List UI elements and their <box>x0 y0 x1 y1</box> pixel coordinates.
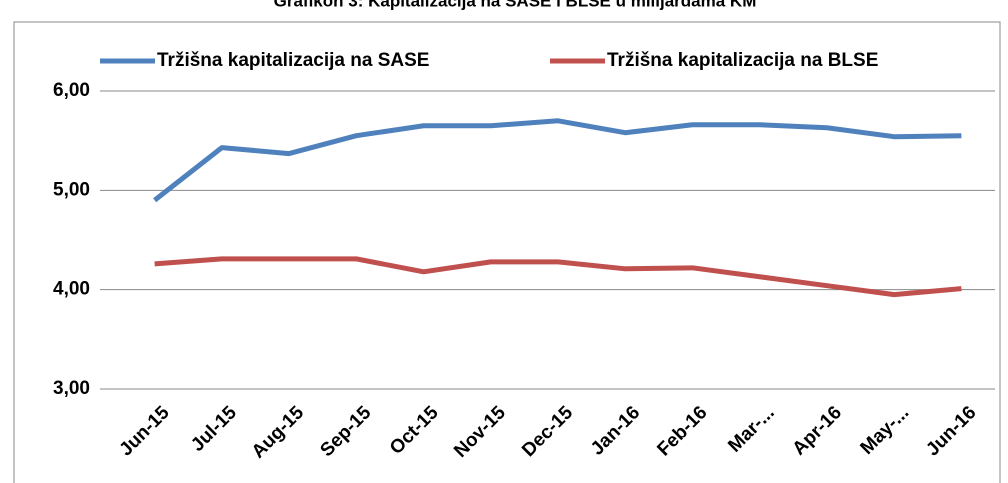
x-tick-label: Nov-15 <box>450 402 510 462</box>
y-tick-label: 3,00 <box>53 378 90 399</box>
chart-title: Grafikon 3: Kapitalizacija na SASE i BLS… <box>274 0 757 10</box>
x-tick-label: Jun-15 <box>116 402 174 460</box>
y-tick-label: 6,00 <box>53 80 90 101</box>
x-tick-label: Feb-16 <box>653 402 711 460</box>
x-tick-label: May-... <box>857 402 914 459</box>
series-line <box>153 118 962 203</box>
legend-label: Tržišna kapitalizacija na SASE <box>157 50 429 71</box>
series-line <box>154 256 962 298</box>
legend-label: Tržišna kapitalizacija na BLSE <box>607 50 878 71</box>
x-tick-label: Mar-... <box>724 402 778 456</box>
x-tick-label: Jul-15 <box>187 402 241 456</box>
x-tick-label: Jun-16 <box>922 402 980 460</box>
x-tick-label: Jan-16 <box>587 402 644 459</box>
chart-frame <box>13 21 1001 483</box>
x-tick-label: Apr-16 <box>789 402 846 459</box>
y-tick-label: 4,00 <box>53 279 90 300</box>
x-tick-label: Aug-15 <box>248 402 309 463</box>
y-tick-label: 5,00 <box>53 179 90 200</box>
x-tick-label: Sep-15 <box>316 402 375 461</box>
x-tick-label: Dec-15 <box>518 402 577 461</box>
x-tick-label: Oct-15 <box>386 402 443 459</box>
